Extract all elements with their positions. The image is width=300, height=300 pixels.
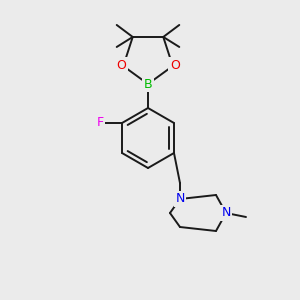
Text: O: O <box>116 58 126 71</box>
Text: O: O <box>170 58 180 71</box>
Text: N: N <box>175 193 185 206</box>
Text: N: N <box>221 206 231 220</box>
Text: B: B <box>144 77 152 91</box>
Text: F: F <box>97 116 104 130</box>
